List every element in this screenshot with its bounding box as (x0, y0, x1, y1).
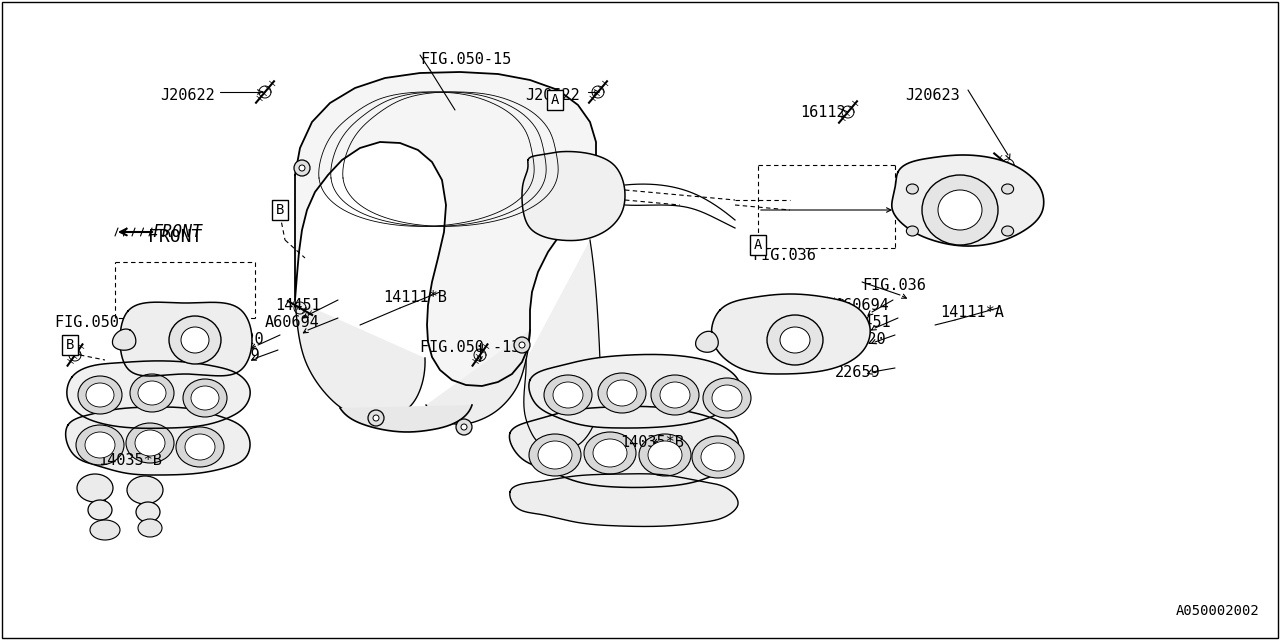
Text: 22659: 22659 (835, 365, 881, 380)
Polygon shape (294, 72, 596, 386)
Text: 14451: 14451 (275, 298, 320, 313)
Ellipse shape (544, 375, 591, 415)
Text: 14111*A: 14111*A (940, 305, 1004, 320)
Ellipse shape (607, 380, 637, 406)
Ellipse shape (90, 520, 120, 540)
Ellipse shape (1002, 226, 1014, 236)
Ellipse shape (134, 430, 165, 456)
Text: FIG.050-15: FIG.050-15 (420, 52, 511, 67)
Text: 16112: 16112 (800, 105, 846, 120)
Ellipse shape (131, 374, 174, 412)
Text: J20623: J20623 (905, 88, 960, 103)
Polygon shape (522, 152, 625, 241)
Text: 14120: 14120 (840, 332, 886, 347)
Ellipse shape (77, 474, 113, 502)
Ellipse shape (922, 175, 998, 245)
Ellipse shape (538, 441, 572, 469)
Ellipse shape (780, 327, 810, 353)
Ellipse shape (906, 226, 918, 236)
Ellipse shape (177, 427, 224, 467)
Ellipse shape (300, 165, 305, 171)
Ellipse shape (191, 386, 219, 410)
Polygon shape (712, 294, 870, 374)
Ellipse shape (515, 337, 530, 353)
Text: 22659: 22659 (215, 348, 261, 363)
Text: 14120: 14120 (218, 332, 264, 347)
Text: FIG.050 -13: FIG.050 -13 (55, 315, 155, 330)
Ellipse shape (186, 434, 215, 460)
Text: 14035*B: 14035*B (99, 453, 161, 468)
Text: A60694: A60694 (835, 298, 890, 313)
Ellipse shape (84, 432, 115, 458)
Ellipse shape (660, 382, 690, 408)
Ellipse shape (78, 376, 122, 414)
Ellipse shape (125, 423, 174, 463)
Polygon shape (509, 406, 739, 488)
Ellipse shape (652, 375, 699, 415)
Text: A60694: A60694 (265, 315, 320, 330)
Polygon shape (426, 330, 530, 424)
Ellipse shape (593, 439, 627, 467)
Ellipse shape (456, 419, 472, 435)
Ellipse shape (88, 500, 113, 520)
Ellipse shape (183, 379, 227, 417)
Ellipse shape (127, 476, 163, 504)
Ellipse shape (692, 436, 744, 478)
Text: B: B (65, 338, 74, 352)
Ellipse shape (598, 373, 646, 413)
Ellipse shape (169, 316, 221, 364)
Ellipse shape (180, 327, 209, 353)
Text: A: A (550, 93, 559, 107)
Ellipse shape (639, 434, 691, 476)
Ellipse shape (553, 382, 582, 408)
Polygon shape (65, 407, 250, 475)
Polygon shape (509, 474, 739, 527)
Ellipse shape (136, 502, 160, 522)
Text: J20622: J20622 (525, 88, 580, 103)
Ellipse shape (294, 160, 310, 176)
Polygon shape (340, 405, 472, 432)
Polygon shape (113, 329, 136, 350)
Ellipse shape (372, 415, 379, 421)
Ellipse shape (703, 378, 751, 418)
Ellipse shape (529, 434, 581, 476)
Text: FRONT: FRONT (152, 223, 202, 241)
Ellipse shape (369, 410, 384, 426)
Ellipse shape (86, 383, 114, 407)
Text: A: A (754, 238, 762, 252)
Ellipse shape (138, 381, 166, 405)
Text: B: B (275, 203, 284, 217)
Text: 14111*B: 14111*B (383, 290, 447, 305)
Text: 14451: 14451 (845, 315, 891, 330)
Text: FIG.036: FIG.036 (861, 278, 925, 293)
Ellipse shape (518, 342, 525, 348)
Text: FIG.050 -13: FIG.050 -13 (420, 340, 521, 355)
Ellipse shape (906, 184, 918, 194)
Text: J20622: J20622 (160, 88, 215, 103)
Polygon shape (695, 332, 718, 352)
Ellipse shape (712, 385, 742, 411)
Text: 14035*B: 14035*B (620, 435, 684, 450)
Ellipse shape (648, 441, 682, 469)
Ellipse shape (76, 425, 124, 465)
Polygon shape (524, 240, 600, 450)
Polygon shape (529, 355, 740, 428)
Ellipse shape (767, 315, 823, 365)
Text: FRONT: FRONT (148, 228, 202, 246)
Ellipse shape (701, 443, 735, 471)
Polygon shape (67, 361, 250, 428)
Ellipse shape (584, 432, 636, 474)
Polygon shape (294, 300, 425, 420)
Polygon shape (892, 155, 1043, 246)
Ellipse shape (138, 519, 163, 537)
Ellipse shape (461, 424, 467, 430)
Ellipse shape (1002, 184, 1014, 194)
Ellipse shape (938, 190, 982, 230)
Text: A050002002: A050002002 (1176, 604, 1260, 618)
Text: FIG.036: FIG.036 (753, 248, 815, 263)
Polygon shape (120, 302, 252, 376)
